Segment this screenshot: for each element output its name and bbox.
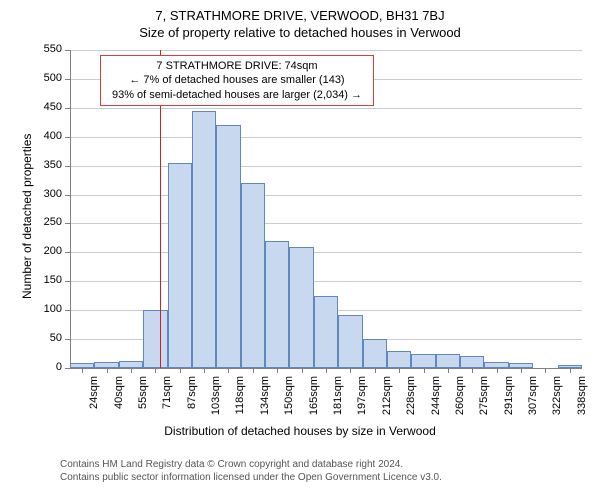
x-tick-label: 322sqm [551, 376, 563, 426]
x-tick-label: 338sqm [576, 376, 588, 426]
grid-line [70, 166, 582, 167]
y-tick-label: 450 [22, 101, 62, 113]
y-tick-label: 100 [22, 303, 62, 315]
histogram-bar [119, 361, 143, 368]
x-axis-line [70, 368, 582, 369]
histogram-bar [241, 183, 265, 368]
histogram-bar [411, 354, 435, 368]
grid-line [70, 108, 582, 109]
y-tick-label: 150 [22, 274, 62, 286]
info-annotation-box: 7 STRATHMORE DRIVE: 74sqm ← 7% of detach… [100, 55, 374, 106]
x-tick-label: 103sqm [210, 376, 222, 426]
grid-line [70, 252, 582, 253]
footer-text: Contains HM Land Registry data © Crown c… [60, 458, 442, 484]
x-tick-label: 275sqm [478, 376, 490, 426]
histogram-bar [314, 296, 338, 368]
grid-line [70, 137, 582, 138]
info-line-2: ← 7% of detached houses are smaller (143… [107, 73, 367, 87]
y-tick-label: 400 [22, 130, 62, 142]
x-tick-label: 307sqm [527, 376, 539, 426]
info-line-3: 93% of semi-detached houses are larger (… [107, 88, 367, 102]
x-tick-label: 212sqm [381, 376, 393, 426]
histogram-bar [143, 310, 167, 368]
x-tick-label: 87sqm [186, 376, 198, 426]
y-tick-label: 550 [22, 43, 62, 55]
y-tick-label: 300 [22, 188, 62, 200]
page-subtitle: Size of property relative to detached ho… [0, 23, 600, 40]
histogram-bar [265, 241, 289, 368]
histogram-bar [363, 339, 387, 368]
x-tick-label: 118sqm [234, 376, 246, 426]
x-tick-label: 55sqm [137, 376, 149, 426]
x-tick-label: 244sqm [430, 376, 442, 426]
histogram-bar [192, 111, 216, 368]
x-tick-label: 197sqm [356, 376, 368, 426]
x-tick-label: 40sqm [113, 376, 125, 426]
histogram-bar [289, 247, 313, 368]
footer-line-2: Contains public sector information licen… [60, 471, 442, 484]
page-title: 7, STRATHMORE DRIVE, VERWOOD, BH31 7BJ [0, 0, 600, 23]
x-tick-label: 134sqm [259, 376, 271, 426]
grid-line [70, 281, 582, 282]
x-axis-label: Distribution of detached houses by size … [0, 424, 600, 438]
footer-line-1: Contains HM Land Registry data © Crown c… [60, 458, 442, 471]
y-tick-label: 50 [22, 332, 62, 344]
y-axis-line [70, 50, 71, 368]
x-tick-label: 260sqm [454, 376, 466, 426]
x-tick-label: 150sqm [283, 376, 295, 426]
info-line-1: 7 STRATHMORE DRIVE: 74sqm [107, 59, 367, 73]
x-tick-label: 228sqm [405, 376, 417, 426]
histogram-bar [436, 354, 460, 368]
x-tick-label: 291sqm [503, 376, 515, 426]
y-tick-label: 350 [22, 159, 62, 171]
y-tick-label: 250 [22, 216, 62, 228]
histogram-bar [216, 125, 240, 368]
y-tick-label: 0 [22, 361, 62, 373]
grid-line [70, 195, 582, 196]
x-tick-label: 71sqm [161, 376, 173, 426]
x-tick-label: 24sqm [88, 376, 100, 426]
histogram-bar [168, 163, 192, 368]
grid-line [70, 223, 582, 224]
x-tick-label: 181sqm [332, 376, 344, 426]
y-tick-label: 200 [22, 245, 62, 257]
chart-container: 7, STRATHMORE DRIVE, VERWOOD, BH31 7BJ S… [0, 0, 600, 500]
grid-line [70, 50, 582, 51]
histogram-bar [460, 356, 484, 368]
y-tick-label: 500 [22, 72, 62, 84]
histogram-bar [387, 351, 411, 368]
x-tick-label: 165sqm [308, 376, 320, 426]
histogram-bar [338, 315, 362, 368]
